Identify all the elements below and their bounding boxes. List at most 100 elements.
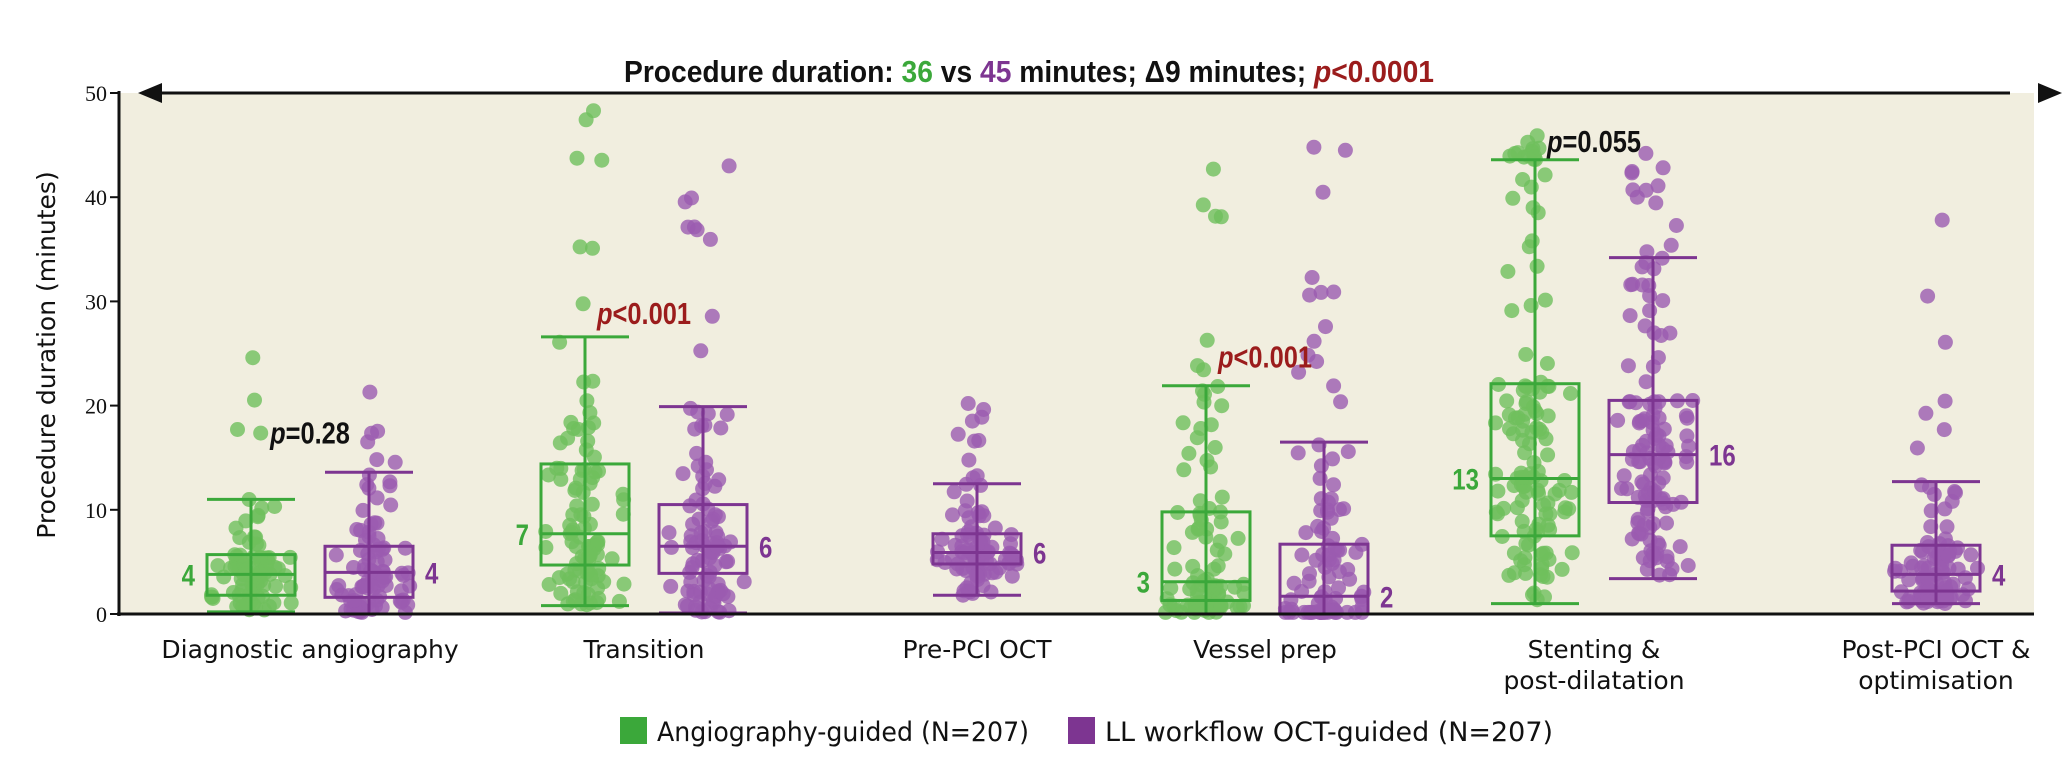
purple-data-point xyxy=(721,158,737,174)
green-data-point xyxy=(268,578,284,594)
green-data-point xyxy=(1229,600,1245,616)
purple-data-point xyxy=(1333,394,1349,410)
purple-data-point xyxy=(719,407,735,422)
green-data-point xyxy=(1518,484,1534,500)
purple-data-point xyxy=(1678,408,1694,424)
purple-data-point xyxy=(969,468,985,484)
purple-median-label: 6 xyxy=(1033,536,1046,570)
green-data-point xyxy=(584,496,600,512)
p-value-label: p=0.28 xyxy=(269,416,350,451)
green-data-point xyxy=(1205,161,1221,177)
purple-data-point xyxy=(976,508,992,524)
purple-data-point xyxy=(1963,547,1979,563)
purple-data-point xyxy=(1960,581,1976,597)
green-median-label: 3 xyxy=(1137,565,1150,599)
green-data-point xyxy=(615,486,631,502)
green-data-point xyxy=(575,296,591,312)
green-data-point xyxy=(230,422,245,437)
purple-data-point xyxy=(1325,530,1341,546)
x-category-label: Vessel prep xyxy=(1193,635,1337,664)
purple-data-point xyxy=(698,454,714,470)
y-axis-label: Procedure duration (minutes) xyxy=(32,171,61,538)
purple-data-point xyxy=(1304,270,1320,285)
green-data-point xyxy=(1207,440,1223,455)
green-data-point xyxy=(1166,540,1182,556)
purple-data-point xyxy=(1638,182,1654,198)
green-data-point xyxy=(1189,430,1205,446)
green-data-point xyxy=(1208,208,1223,224)
green-data-point xyxy=(1525,587,1540,603)
title-prefix: Procedure duration: xyxy=(624,54,902,89)
purple-data-point xyxy=(974,409,990,425)
green-data-point xyxy=(1212,533,1228,549)
purple-data-point xyxy=(1326,284,1342,300)
green-data-point xyxy=(1564,545,1580,561)
purple-data-point xyxy=(1648,195,1664,211)
plot-background xyxy=(119,93,2034,614)
purple-data-point xyxy=(1914,544,1930,560)
p-value-label: p<0.001 xyxy=(1217,340,1312,375)
purple-data-point xyxy=(1623,277,1639,293)
purple-data-point xyxy=(1354,599,1370,615)
green-data-point xyxy=(1539,356,1555,371)
purple-data-point xyxy=(346,593,362,608)
legend-swatch-purple xyxy=(1068,717,1095,744)
purple-data-point xyxy=(329,582,345,597)
p-value-italic-p: p xyxy=(1546,125,1562,160)
purple-data-point xyxy=(370,423,386,439)
green-data-point xyxy=(1199,332,1215,348)
purple-data-point xyxy=(708,525,724,540)
purple-data-point xyxy=(1306,139,1322,155)
purple-data-point xyxy=(369,515,385,531)
green-data-point xyxy=(589,595,605,611)
green-data-point xyxy=(1191,520,1207,536)
green-data-point xyxy=(586,415,602,431)
purple-data-point xyxy=(702,231,718,247)
purple-data-point xyxy=(693,343,709,359)
purple-data-point xyxy=(700,406,716,422)
title-p-value: <0.0001 xyxy=(1331,54,1434,89)
green-data-point xyxy=(1515,172,1531,187)
purple-data-point xyxy=(960,396,976,411)
purple-data-point xyxy=(1663,237,1679,253)
purple-data-point xyxy=(987,520,1003,536)
purple-data-point xyxy=(1918,405,1934,421)
purple-data-point xyxy=(362,384,378,400)
purple-data-point xyxy=(1680,558,1696,573)
x-category-label: optimisation xyxy=(1858,666,2013,695)
purple-data-point xyxy=(1638,374,1654,390)
purple-data-point xyxy=(1636,517,1652,533)
green-data-point xyxy=(1525,399,1541,415)
green-data-point xyxy=(1540,517,1556,533)
purple-data-point xyxy=(1290,445,1306,461)
purple-data-point xyxy=(397,540,413,556)
purple-data-point xyxy=(961,452,977,468)
green-data-point xyxy=(1500,264,1516,279)
green-iqr-box xyxy=(1160,510,1252,602)
purple-data-point xyxy=(683,400,698,416)
purple-data-point xyxy=(1668,218,1684,233)
purple-data-point xyxy=(383,497,399,513)
green-data-point xyxy=(1501,567,1517,583)
purple-data-point xyxy=(1313,284,1329,300)
green-data-point xyxy=(1564,484,1579,500)
x-category-label: Stenting & xyxy=(1528,635,1661,664)
purple-data-point xyxy=(1634,259,1650,275)
green-data-point xyxy=(585,240,600,256)
purple-data-point xyxy=(369,452,385,468)
green-data-point xyxy=(1531,485,1546,501)
green-data-point xyxy=(567,483,583,498)
green-data-point xyxy=(1518,347,1534,362)
green-data-point xyxy=(560,596,576,612)
axes: 0 10 20 30 40 50 xyxy=(85,81,2062,627)
green-data-point xyxy=(1538,506,1554,522)
purple-data-point xyxy=(1679,454,1695,470)
green-median-label: 4 xyxy=(182,558,195,592)
green-data-point xyxy=(1195,197,1211,213)
arrow-right-icon xyxy=(2038,83,2062,103)
purple-data-point xyxy=(1909,440,1925,456)
green-data-point xyxy=(1192,505,1208,521)
purple-data-point xyxy=(349,522,365,537)
green-data-point xyxy=(256,577,272,593)
